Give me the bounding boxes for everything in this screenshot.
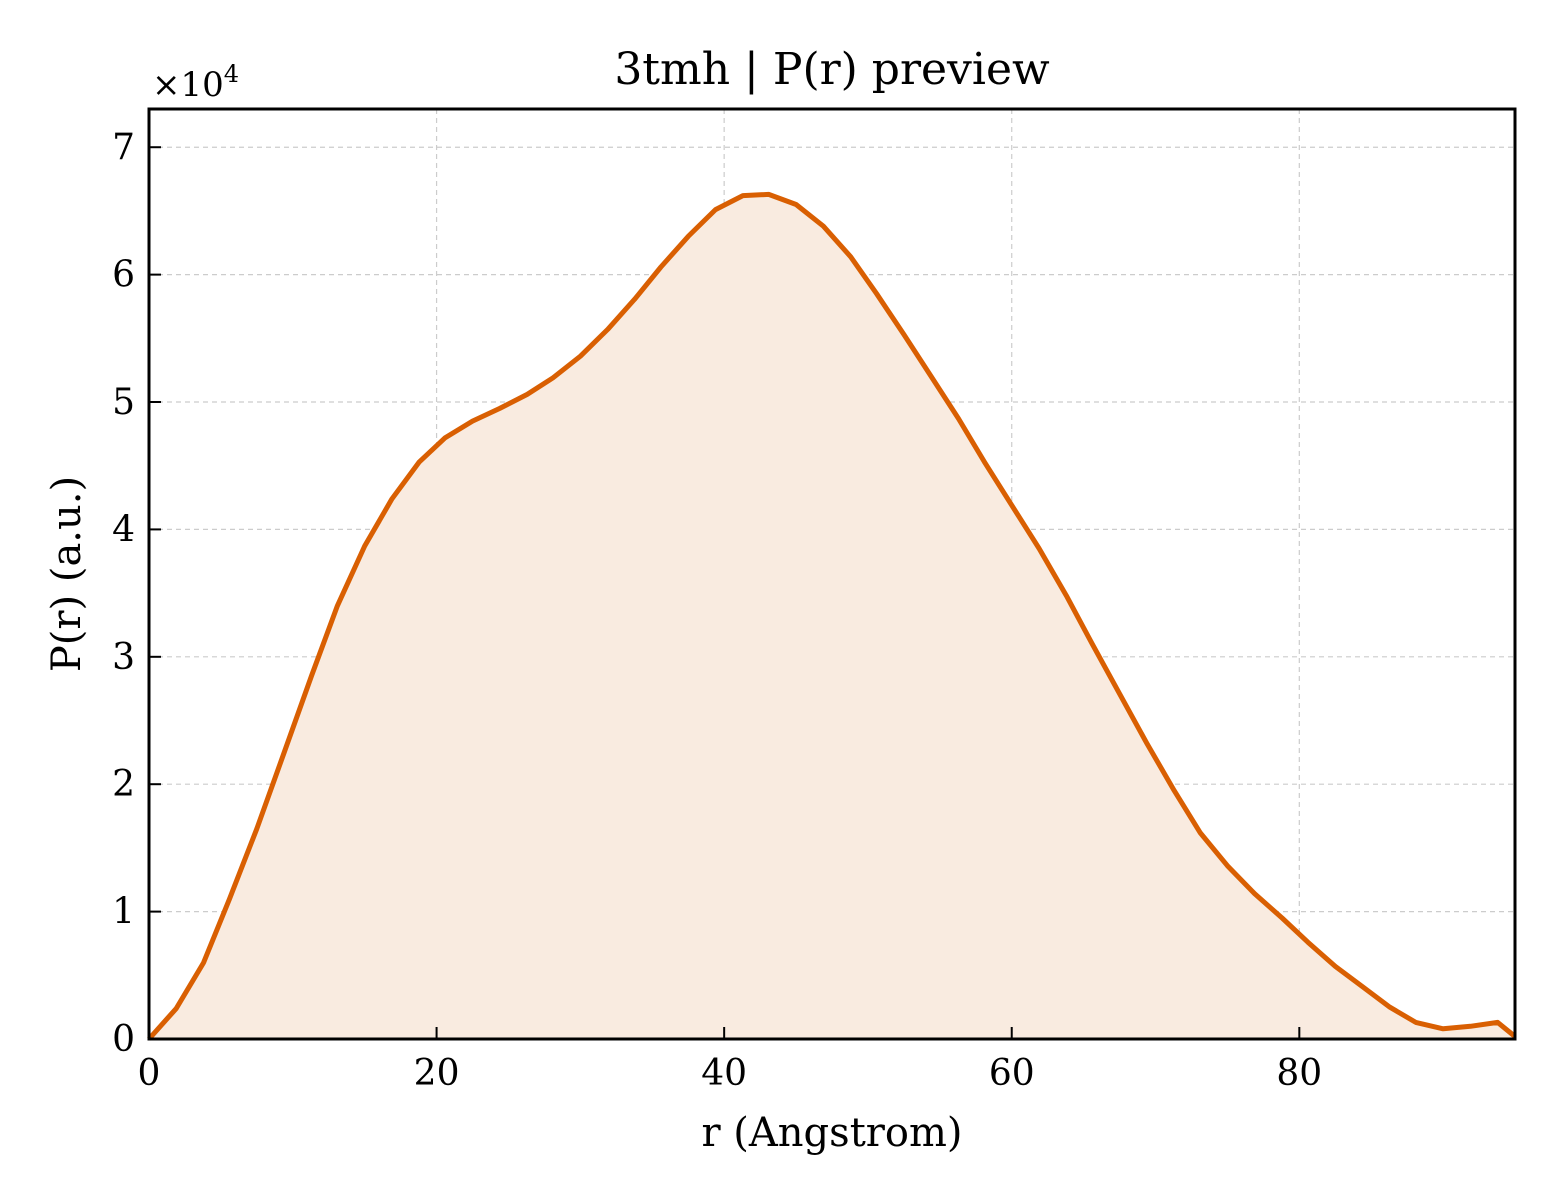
x-tick-label: 20 bbox=[414, 1053, 460, 1094]
ticks: 0 20 40 60 80 0 1 2 3 4 5 6 7 bbox=[112, 127, 1322, 1094]
x-tick-label: 0 bbox=[138, 1053, 161, 1094]
y-tick-label: 1 bbox=[112, 892, 135, 933]
y-tick-label: 0 bbox=[112, 1019, 135, 1060]
y-tick-label: 2 bbox=[112, 764, 135, 805]
pr-area-fill bbox=[149, 194, 1515, 1039]
y-axis-label: P(r) (a.u.) bbox=[44, 476, 90, 672]
y-tick-label: 7 bbox=[112, 127, 135, 168]
y-tick-label: 5 bbox=[112, 382, 135, 423]
y-tick-label: 6 bbox=[112, 255, 135, 296]
y-axis-multiplier-base: ×10 bbox=[152, 65, 224, 105]
x-axis-label: r (Angstrom) bbox=[701, 1110, 962, 1156]
pr-series-line bbox=[147, 191, 1517, 1041]
x-tick-label: 40 bbox=[701, 1053, 747, 1094]
plot-frame bbox=[147, 107, 1517, 1041]
x-tick-label: 60 bbox=[989, 1053, 1035, 1094]
y-axis-multiplier-exponent: 4 bbox=[224, 60, 239, 88]
y-tick-label: 3 bbox=[112, 637, 135, 678]
y-tick-label: 4 bbox=[112, 509, 135, 550]
x-tick-label: 80 bbox=[1276, 1053, 1322, 1094]
y-axis-multiplier: ×104 bbox=[152, 60, 239, 105]
chart-title: 3tmh | P(r) preview bbox=[614, 44, 1050, 95]
